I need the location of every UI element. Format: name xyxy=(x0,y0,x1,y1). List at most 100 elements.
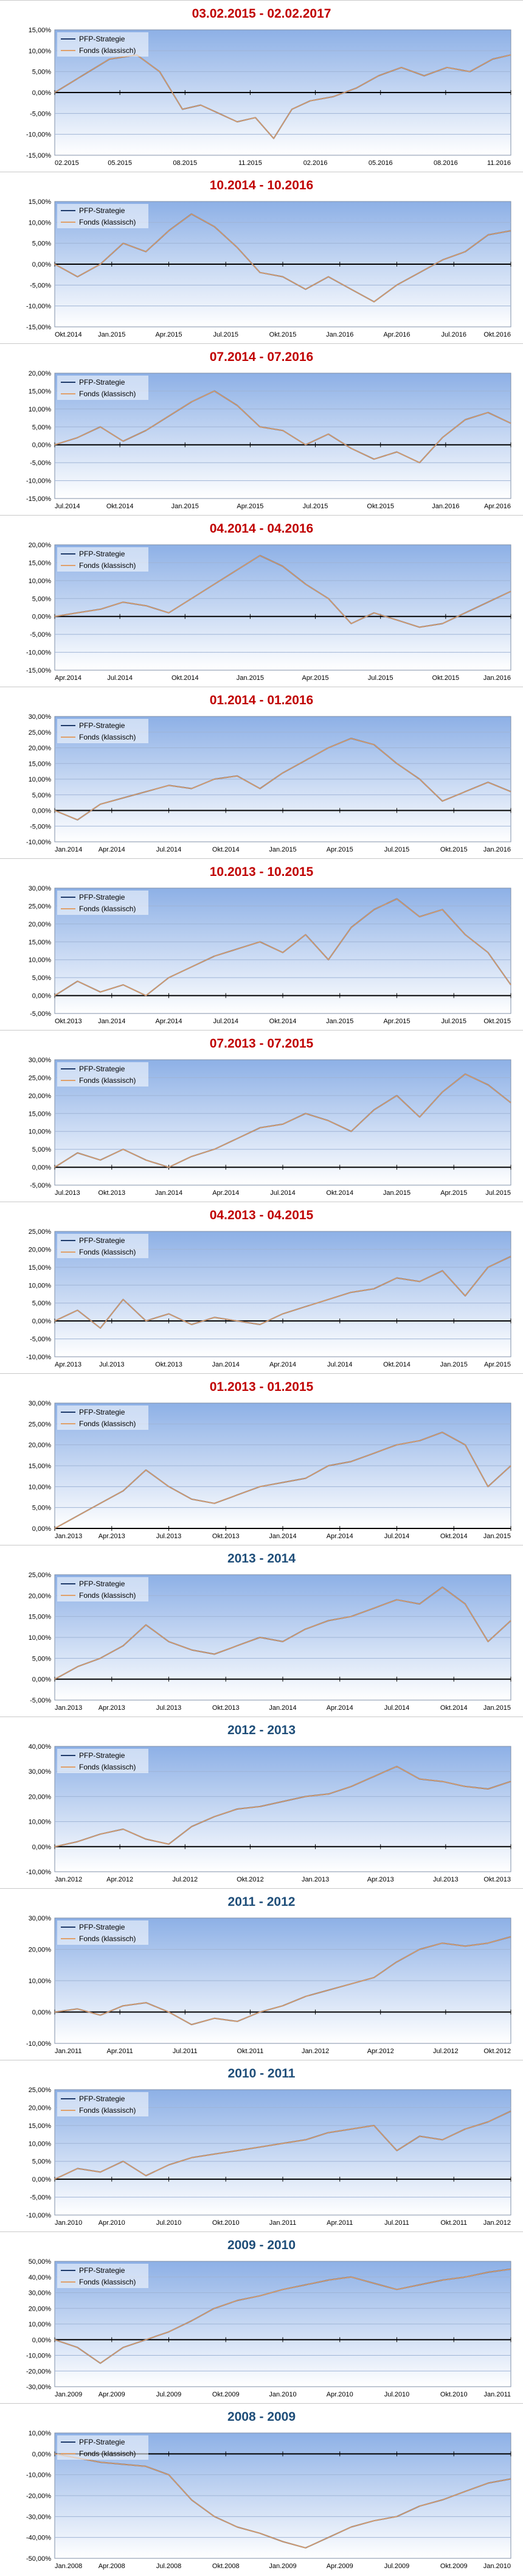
y-tick-label: 5,00% xyxy=(32,792,51,799)
x-tick-label: Jul.2015 xyxy=(485,1189,511,1197)
legend-box xyxy=(57,376,148,400)
x-tick-label: Jan.2015 xyxy=(483,1704,511,1712)
series-line-fund xyxy=(54,2453,511,2549)
x-tick-label: Jul.2009 xyxy=(156,2391,182,2398)
y-tick-label: 20,00% xyxy=(29,1793,52,1801)
y-tick-label: 15,00% xyxy=(29,1614,52,1621)
y-tick-label: 30,00% xyxy=(29,2290,52,2297)
x-tick-label: 11.2016 xyxy=(487,159,511,167)
y-tick-label: 10,00% xyxy=(29,1129,52,1136)
x-tick-label: Jan.2016 xyxy=(432,503,459,510)
x-tick-label: Jul.2013 xyxy=(156,1533,182,1540)
line-chart: 25,00% 20,00% 15,00% 10,00% 5,00% 0,00% -5,00%… xyxy=(26,1228,511,1368)
legend-label-fund: Fonds (klassisch) xyxy=(79,46,136,55)
line-chart: 30,00% 25,00% 20,00% 15,00% 10,00% 5,00% 0,00%… xyxy=(29,1057,511,1197)
x-tick-label: Jul.2015 xyxy=(303,503,328,510)
x-tick-label: Jan.2015 xyxy=(237,674,264,682)
legend-label-fund: Fonds (klassisch) xyxy=(79,1076,136,1085)
legend-label-fund: Fonds (klassisch) xyxy=(79,218,136,226)
chart-panel: 01.2013 - 01.2015 30,00% 25,00% 20,00% 15,00… xyxy=(0,1373,523,1545)
y-tick-label: 20,00% xyxy=(29,2104,52,2112)
y-tick-label: -15,00% xyxy=(26,152,51,159)
y-tick-label: -5,00% xyxy=(30,460,51,467)
legend-box xyxy=(57,547,148,572)
x-tick-label: Jan.2012 xyxy=(55,1876,82,1883)
y-tick-label: 10,00% xyxy=(29,2430,52,2437)
y-tick-label: 5,00% xyxy=(32,1505,51,1512)
chart-title: 01.2013 - 01.2015 xyxy=(209,1380,314,1394)
x-tick-label: Okt.2014 xyxy=(55,331,82,338)
y-tick-label: 10,00% xyxy=(29,406,52,413)
y-tick-label: 0,00% xyxy=(32,1164,51,1172)
y-tick-label: 20,00% xyxy=(29,2305,52,2312)
y-tick-label: 10,00% xyxy=(29,219,52,226)
x-tick-label: Apr.2013 xyxy=(99,1704,125,1712)
x-tick-label: Jan.2014 xyxy=(212,1361,240,1368)
chart-panel: 2008 - 2009 10,00% 0,00% -10,00% -20,00% -30,… xyxy=(0,2403,523,2575)
legend-label-fund: Fonds (klassisch) xyxy=(79,2278,136,2286)
x-tick-label: Apr.2015 xyxy=(155,331,182,338)
chart-title: 04.2013 - 04.2015 xyxy=(209,1208,314,1222)
x-tick-label: Okt.2014 xyxy=(171,674,199,682)
y-tick-label: 0,00% xyxy=(32,614,51,621)
x-tick-label: Apr.2014 xyxy=(99,846,125,853)
y-tick-label: 0,00% xyxy=(32,1318,51,1325)
series-line-fund xyxy=(54,1073,511,1168)
legend-box xyxy=(57,1920,148,1945)
series-line-fund xyxy=(54,1256,511,1329)
x-tick-label: Okt.2013 xyxy=(212,1704,240,1712)
x-tick-label: Okt.2014 xyxy=(269,1018,297,1025)
y-tick-label: 5,00% xyxy=(32,1655,51,1662)
x-tick-label: Jan.2010 xyxy=(483,2563,511,2570)
x-tick-label: Apr.2014 xyxy=(327,1533,353,1540)
x-tick-label: Jul.2011 xyxy=(173,2048,198,2055)
x-tick-label: Jul.2012 xyxy=(172,1876,198,1883)
legend-label-strategy: PFP-Strategie xyxy=(79,35,125,43)
x-tick-label: Apr.2013 xyxy=(55,1361,81,1368)
x-tick-label: Okt.2010 xyxy=(212,2219,240,2227)
y-tick-label: 15,00% xyxy=(29,559,52,567)
x-tick-label: Okt.2014 xyxy=(326,1189,353,1197)
y-tick-label: 40,00% xyxy=(29,1743,52,1751)
x-tick-label: Okt.2015 xyxy=(483,1018,511,1025)
x-tick-label: Okt.2012 xyxy=(483,2048,511,2055)
legend-label-strategy: PFP-Strategie xyxy=(79,2095,125,2103)
chart-title: 2009 - 2010 xyxy=(227,2238,296,2252)
y-tick-label: 30,00% xyxy=(29,713,52,721)
x-tick-label: Jan.2014 xyxy=(269,1533,296,1540)
x-tick-label: 02.2015 xyxy=(55,159,79,167)
y-tick-label: 40,00% xyxy=(29,2274,52,2281)
legend-label-fund: Fonds (klassisch) xyxy=(79,1763,136,1771)
y-tick-label: 10,00% xyxy=(29,47,52,55)
series-line-fund xyxy=(54,1586,511,1680)
x-tick-label: Jan.2010 xyxy=(55,2219,82,2227)
x-tick-label: Apr.2016 xyxy=(484,503,511,510)
legend-label-fund: Fonds (klassisch) xyxy=(79,733,136,741)
y-tick-label: 5,00% xyxy=(32,595,51,603)
x-tick-label: Apr.2015 xyxy=(327,846,353,853)
x-tick-label: Jul.2014 xyxy=(156,846,182,853)
legend-box xyxy=(57,1577,148,1601)
legend-label-strategy: PFP-Strategie xyxy=(79,206,125,215)
y-tick-label: 20,00% xyxy=(29,745,52,752)
x-tick-label: Jan.2012 xyxy=(483,2219,511,2227)
x-tick-label: Okt.2011 xyxy=(237,2048,264,2055)
y-tick-label: -5,00% xyxy=(30,282,51,289)
x-tick-label: Okt.2015 xyxy=(432,674,460,682)
y-tick-label: 20,00% xyxy=(29,1442,52,1449)
x-tick-label: Okt.2014 xyxy=(383,1361,410,1368)
x-tick-label: Jul.2015 xyxy=(368,674,393,682)
line-chart: 20,00% 15,00% 10,00% 5,00% 0,00% -5,00% -10,00… xyxy=(26,370,511,510)
x-tick-label: Apr.2009 xyxy=(327,2563,353,2570)
chart-panel: 10.2014 - 10.2016 15,00% 10,00% 5,00% 0,00% -… xyxy=(0,172,523,343)
x-tick-label: Jul.2009 xyxy=(384,2563,410,2570)
x-tick-label: Apr.2010 xyxy=(99,2219,125,2227)
x-tick-label: Okt.2013 xyxy=(55,1018,82,1025)
x-tick-label: Apr.2014 xyxy=(269,1361,296,1368)
y-tick-label: 25,00% xyxy=(29,729,52,737)
y-tick-label: 5,00% xyxy=(32,424,51,431)
legend-label-strategy: PFP-Strategie xyxy=(79,893,125,901)
x-tick-label: Jan.2009 xyxy=(55,2391,82,2398)
chart-panel: 2011 - 2012 30,00% 20,00% 10,00% 0,00% -10,00… xyxy=(0,1888,523,2060)
